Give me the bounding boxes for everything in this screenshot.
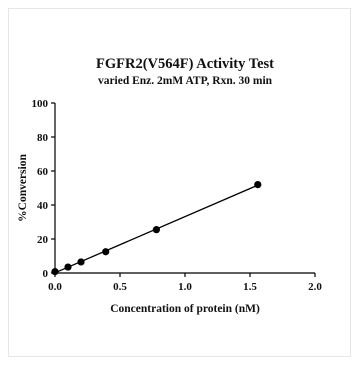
x-ticks: 0.0 0.5 1.0 1.5 2.0	[48, 273, 322, 293]
x-tick-label: 2.0	[308, 281, 322, 293]
data-point	[51, 268, 59, 276]
y-axis-label: %Conversion	[17, 154, 29, 222]
data-point	[152, 226, 160, 234]
x-tick-label: 0.5	[113, 281, 127, 293]
y-tick-label: 60	[37, 166, 49, 178]
plot-marks	[51, 181, 262, 276]
data-point	[64, 263, 72, 271]
y-tick-label: 80	[37, 132, 49, 144]
chart-subtitle: varied Enz. 2mM ATP, Rxn. 30 min	[98, 75, 273, 87]
x-tick-label: 0.0	[48, 281, 62, 293]
y-ticks: 0 20 40 60 80 100	[32, 98, 55, 280]
chart-title: FGFR2(V564F) Activity Test	[96, 56, 274, 72]
data-point	[254, 181, 262, 189]
y-tick-label: 100	[32, 98, 49, 110]
chart-frame	[8, 8, 351, 357]
data-point	[102, 248, 110, 256]
x-tick-label: 1.0	[178, 281, 192, 293]
y-tick-label: 40	[37, 200, 49, 212]
y-tick-label: 0	[43, 268, 49, 280]
y-tick-label: 20	[37, 234, 49, 246]
x-tick-label: 1.5	[243, 281, 257, 293]
x-axis-label: Concentration of protein (nM)	[110, 303, 260, 315]
data-point	[77, 258, 85, 266]
